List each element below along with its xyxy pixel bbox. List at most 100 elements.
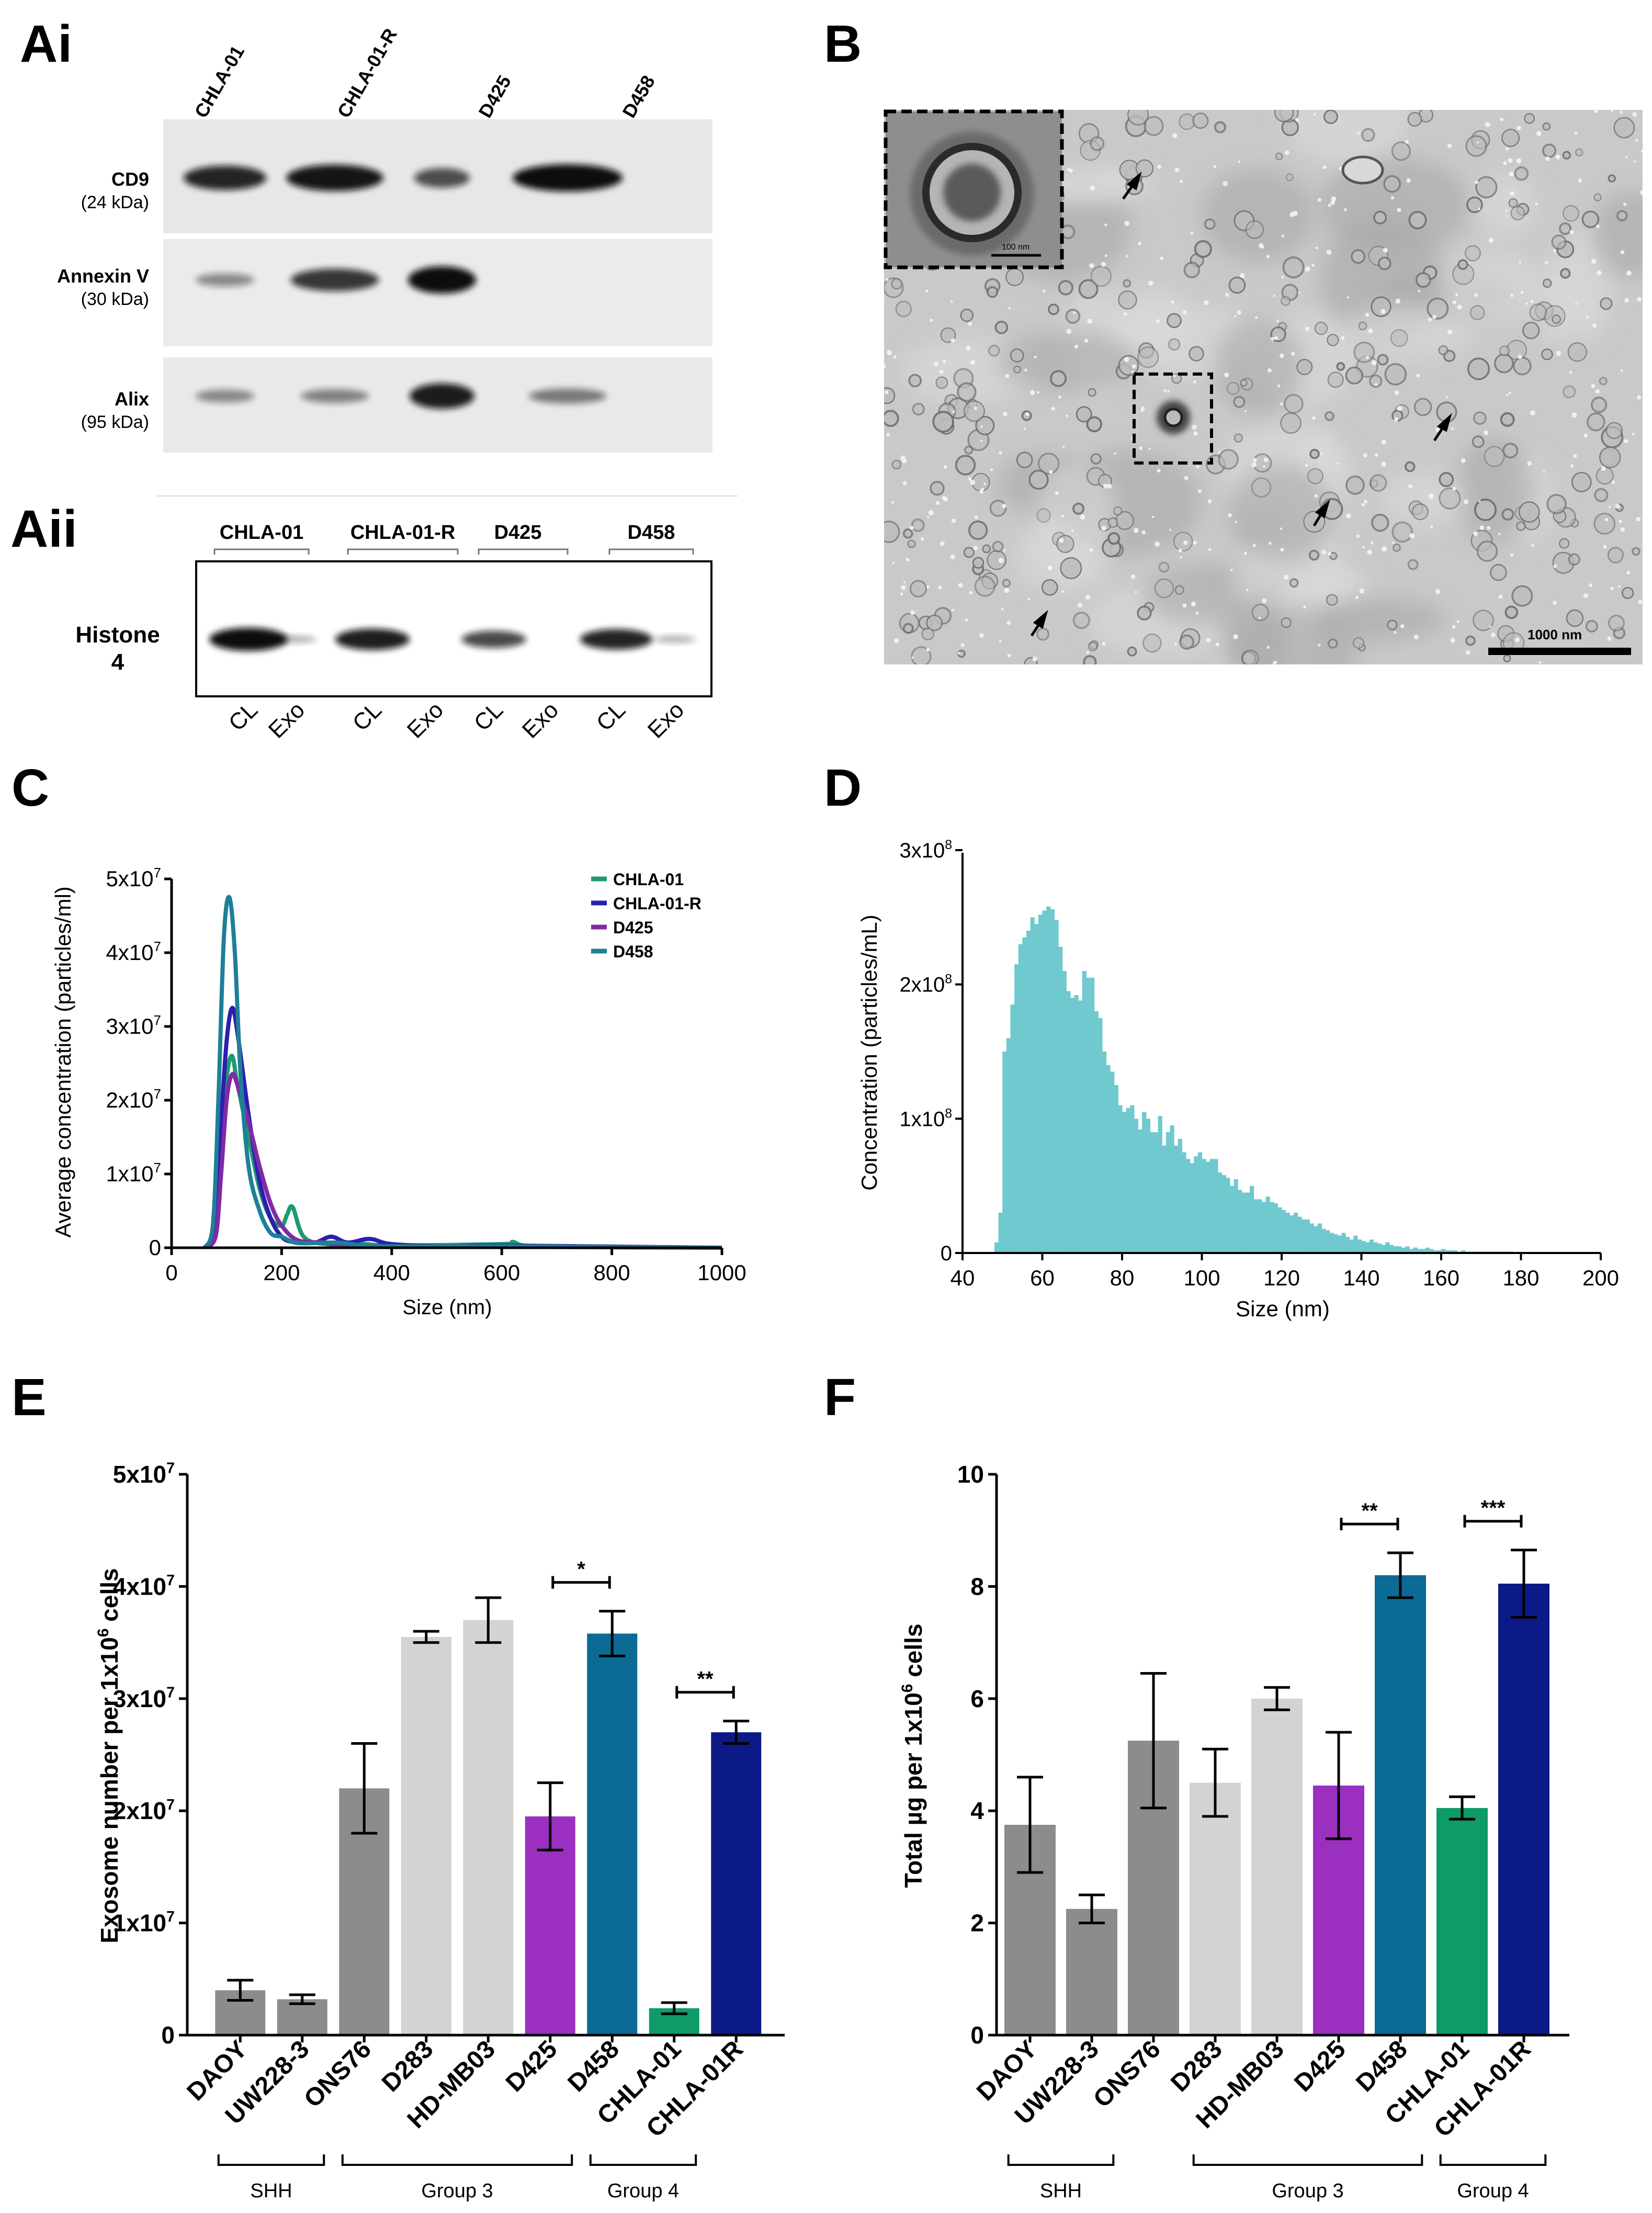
tem-vesicle xyxy=(960,308,974,322)
tem-speck xyxy=(1432,314,1436,319)
tem-vesicle xyxy=(1241,649,1259,664)
chart-d-bar xyxy=(1317,1223,1322,1253)
tem-vesicle xyxy=(1369,375,1383,388)
chart-e-ytick-label-exponent: 7 xyxy=(166,1797,175,1813)
chart-c-legend-label: D425 xyxy=(613,918,653,937)
tem-vesicle xyxy=(1065,309,1081,324)
blot-ai-row-kda: (30 kDa) xyxy=(81,289,149,309)
tem-vesicle xyxy=(1516,521,1526,532)
tem-vesicle xyxy=(1137,605,1152,621)
tem-vesicle xyxy=(1404,461,1416,472)
chart-d-xtick-label: 100 xyxy=(1183,1266,1220,1290)
chart-d-bar xyxy=(1293,1213,1298,1253)
chart-d-ytick-label-mantissa: 2x10 xyxy=(899,974,945,997)
tem-vesicle xyxy=(1500,412,1515,427)
tem-speck xyxy=(1156,319,1160,323)
tem-vesicle xyxy=(1285,173,1294,182)
tem-speck xyxy=(1508,391,1511,394)
tem-vesicle xyxy=(1581,210,1600,229)
tem-vesicle xyxy=(1590,397,1608,413)
chart-f-bar xyxy=(1066,1909,1117,2035)
tem-speck xyxy=(960,643,965,647)
tem-vesicle xyxy=(1566,609,1584,627)
tem-speck xyxy=(1638,600,1643,604)
chart-d-xlabel: Size (nm) xyxy=(1236,1296,1330,1321)
tem-speck xyxy=(1311,264,1315,267)
tem-speck xyxy=(1169,528,1172,532)
tem-speck xyxy=(928,510,934,515)
tem-speck xyxy=(1102,641,1106,646)
tem-speck xyxy=(1636,517,1641,522)
tem-speck xyxy=(1167,390,1170,392)
tem-speck xyxy=(1182,603,1187,608)
tem-vesicle xyxy=(1524,113,1535,124)
tem-speck xyxy=(1027,598,1031,601)
tem-vesicle xyxy=(1563,205,1579,222)
tem-vesicle xyxy=(1328,638,1338,649)
tem-speck xyxy=(980,425,983,428)
chart-d-bar xyxy=(1285,1213,1290,1253)
tem-speck xyxy=(1447,143,1452,148)
tem-speck xyxy=(970,480,976,485)
tem-speck xyxy=(1408,484,1412,489)
tem-speck xyxy=(940,541,945,546)
tem-speck xyxy=(935,501,940,505)
panel-label-d: D xyxy=(824,759,862,817)
tem-speck xyxy=(1230,569,1233,571)
tem-texture xyxy=(1201,168,1315,263)
tem-vesicle xyxy=(1060,557,1082,580)
chart-e-ytick-label: 2x107 xyxy=(113,1797,175,1824)
tem-vesicle xyxy=(1107,532,1121,545)
chart-e-group-bracket xyxy=(217,2154,325,2166)
tem-speck xyxy=(951,338,955,343)
blot-ai-lane-label: CHLA-01-R xyxy=(333,25,401,121)
blot-aii-row-label: 4 xyxy=(111,649,125,675)
chart-d-bar xyxy=(1122,1112,1127,1253)
chart-e-ytick-label-mantissa: 4x10 xyxy=(113,1573,166,1600)
chart-d-bar xyxy=(1401,1247,1406,1253)
tem-vesicle xyxy=(930,481,945,496)
tem-speck xyxy=(939,369,944,374)
tem-speck xyxy=(1365,312,1370,317)
chart-d-bar xyxy=(1022,937,1027,1253)
tem-vesicle xyxy=(1058,280,1073,296)
blot-band xyxy=(528,388,607,404)
chart-c: 0 200 400 600 800 100001x1072x1073x1074x1075x… xyxy=(51,865,746,1319)
tem-vesicle xyxy=(1037,453,1060,475)
chart-e-bar xyxy=(401,1636,451,2035)
chart-e-group-bracket xyxy=(589,2154,697,2166)
tem-speck xyxy=(1204,300,1209,306)
chart-d-xtick-label: 140 xyxy=(1343,1266,1379,1290)
chart-d: 40 60 80 100 120 140 160 180 20001x1082x1083x108… xyxy=(857,838,1619,1321)
chart-c-ytick-label: 2x107 xyxy=(106,1086,161,1112)
tem-speck xyxy=(1291,352,1295,356)
tem-vesicle xyxy=(1142,633,1162,653)
tem-speck xyxy=(1594,110,1599,114)
chart-d-bar xyxy=(1054,920,1059,1253)
chart-d-bar xyxy=(1190,1163,1194,1253)
tem-speck xyxy=(906,558,910,562)
tem-speck xyxy=(1409,533,1415,539)
tem-speck xyxy=(980,439,983,442)
tem-speck xyxy=(1640,190,1643,195)
tem-speck xyxy=(1193,380,1196,383)
tem-speck xyxy=(952,410,955,413)
chart-e-ylabel-pre: Exosome number per 1x10 xyxy=(96,1637,123,1943)
tem-speck xyxy=(1320,452,1323,455)
chart-d-bar xyxy=(1162,1145,1167,1253)
blot-ai-lane-label: D458 xyxy=(618,72,659,121)
tem-vesicle xyxy=(1168,338,1181,351)
tem-speck xyxy=(1140,406,1145,411)
tem-speck xyxy=(1234,315,1237,318)
tem-speck xyxy=(902,481,907,485)
tem-speck xyxy=(1535,202,1538,206)
chart-d-bar xyxy=(1209,1159,1214,1253)
tem-speck xyxy=(1315,246,1318,250)
tem-speck xyxy=(1085,594,1091,600)
tem-speck xyxy=(1464,499,1468,504)
tem-vesicle xyxy=(964,400,985,422)
tem-speck xyxy=(1089,548,1093,552)
tem-speck xyxy=(1182,310,1187,314)
tem-vesicle xyxy=(1280,412,1302,434)
tem-vesicle xyxy=(1323,110,1338,125)
